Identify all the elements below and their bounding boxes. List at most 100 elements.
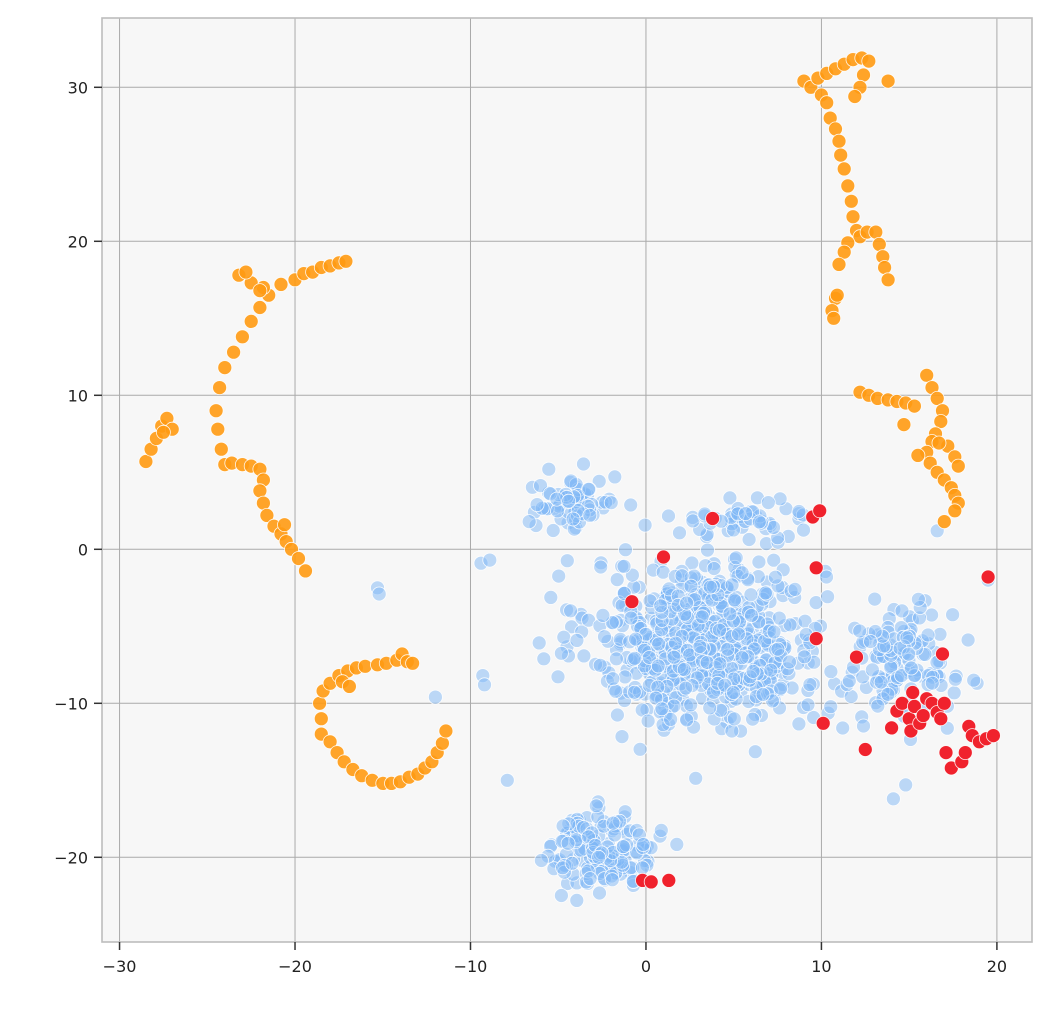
point-series-blue — [588, 798, 604, 814]
point-series-blue — [543, 590, 559, 605]
point-series-red — [624, 594, 640, 610]
point-series-blue — [920, 627, 936, 643]
point-series-blue — [608, 683, 624, 699]
point-series-blue — [722, 490, 738, 506]
point-series-orange — [322, 734, 338, 750]
point-series-red — [812, 503, 828, 519]
x-tick-label: 10 — [811, 957, 831, 976]
point-series-blue — [768, 569, 783, 585]
y-axis: −20 −10 0 10 20 30 — [54, 78, 102, 867]
point-series-red — [661, 873, 677, 888]
point-series-blue — [569, 633, 585, 648]
point-series-blue — [627, 650, 643, 666]
point-series-red — [935, 646, 950, 662]
point-series-blue — [591, 473, 607, 489]
point-series-orange — [880, 73, 896, 89]
point-series-blue — [800, 697, 816, 713]
point-series-orange — [252, 300, 268, 315]
point-series-blue — [637, 517, 653, 533]
point-series-blue — [672, 525, 687, 541]
point-series-blue — [534, 853, 549, 868]
point-series-blue — [738, 506, 753, 521]
point-series-blue — [565, 511, 581, 527]
point-series-blue — [867, 591, 883, 607]
point-series-orange — [405, 655, 421, 671]
point-series-orange — [861, 53, 877, 69]
point-series-blue — [966, 672, 982, 688]
point-series-blue — [766, 552, 782, 568]
point-series-blue — [561, 493, 577, 509]
point-series-blue — [734, 650, 750, 665]
point-series-blue — [880, 686, 896, 702]
point-series-blue — [726, 711, 742, 727]
point-series-orange — [313, 711, 329, 727]
point-series-blue — [616, 558, 632, 574]
point-series-orange — [843, 193, 859, 209]
point-series-blue — [771, 610, 787, 626]
point-series-red — [849, 649, 864, 665]
point-series-blue — [870, 698, 886, 714]
point-series-orange — [252, 483, 268, 499]
point-series-orange — [828, 121, 843, 137]
point-series-blue — [731, 626, 746, 642]
point-series-blue — [521, 514, 537, 529]
point-series-orange — [217, 360, 233, 376]
point-series-blue — [760, 495, 776, 511]
point-series-orange — [896, 417, 912, 433]
point-series-blue — [903, 660, 919, 676]
point-series-blue — [623, 497, 639, 513]
point-series-blue — [653, 823, 669, 838]
point-series-blue — [823, 664, 839, 679]
point-series-orange — [831, 133, 847, 149]
point-series-blue — [609, 651, 624, 667]
point-series-red — [643, 874, 659, 890]
point-series-blue — [683, 697, 699, 713]
point-series-red — [957, 745, 973, 760]
point-series-blue — [653, 598, 669, 614]
point-series-red — [938, 745, 954, 760]
point-series-blue — [898, 777, 914, 793]
point-series-orange — [277, 517, 292, 533]
point-series-blue — [734, 565, 750, 581]
point-series-orange — [829, 287, 845, 303]
point-series-blue — [751, 514, 767, 530]
point-series-blue — [947, 671, 963, 687]
point-series-blue — [712, 656, 728, 672]
point-series-blue — [614, 729, 630, 744]
point-series-blue — [678, 680, 694, 696]
point-series-blue — [536, 651, 552, 667]
point-series-orange — [933, 414, 949, 429]
point-series-blue — [726, 685, 741, 700]
point-series-blue — [773, 680, 789, 696]
point-series-blue — [745, 664, 761, 679]
point-series-blue — [560, 835, 576, 851]
data-points — [138, 50, 1001, 908]
point-series-blue — [873, 674, 889, 690]
point-series-blue — [688, 770, 704, 786]
point-series-orange — [836, 244, 852, 260]
x-tick-label: 0 — [641, 957, 651, 976]
point-series-blue — [564, 855, 580, 871]
point-series-blue — [554, 888, 569, 903]
point-series-orange — [338, 253, 354, 269]
point-series-blue — [654, 701, 670, 717]
point-series-blue — [856, 718, 871, 734]
point-series-orange — [919, 367, 935, 383]
point-series-blue — [802, 677, 818, 692]
point-series-orange — [238, 264, 254, 280]
point-series-blue — [605, 815, 621, 831]
point-series-blue — [722, 606, 738, 622]
point-series-blue — [745, 711, 760, 727]
point-series-red — [808, 631, 824, 646]
point-series-blue — [702, 700, 718, 716]
point-series-blue — [820, 589, 835, 605]
point-series-blue — [683, 578, 699, 594]
point-series-blue — [482, 552, 498, 568]
point-series-blue — [591, 849, 606, 865]
point-series-blue — [724, 577, 740, 593]
point-series-orange — [910, 447, 926, 463]
point-series-orange — [950, 458, 966, 474]
point-series-blue — [556, 629, 572, 645]
point-series-blue — [863, 634, 878, 649]
point-series-blue — [592, 657, 608, 673]
